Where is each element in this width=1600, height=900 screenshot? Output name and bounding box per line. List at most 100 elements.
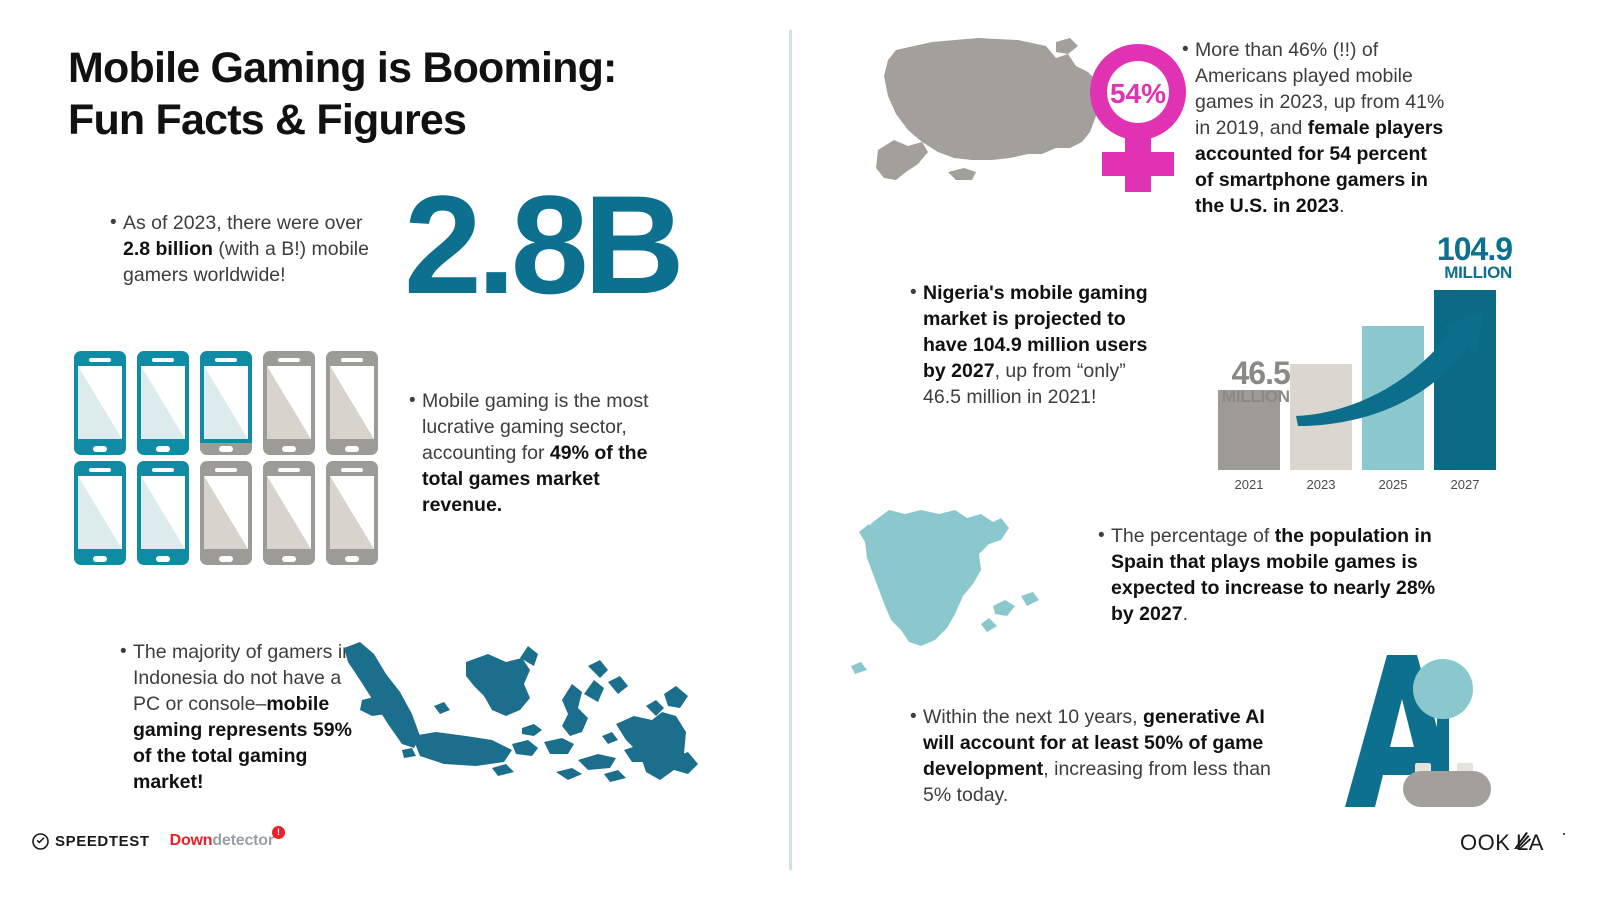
fact-indonesia-text: The majority of gamers in Indonesia do n… (120, 640, 365, 796)
big-number-2-8b: 2.8B (404, 166, 685, 323)
chart-bar-wrapper (1218, 280, 1280, 470)
chart-bar-2025 (1362, 325, 1424, 470)
chart-x-axis-labels: 2021 2023 2025 2027 (1218, 477, 1508, 492)
phone-screen (141, 476, 185, 549)
phone-speaker-icon (89, 358, 111, 362)
phone-screen (141, 366, 185, 439)
usa-map (876, 38, 1104, 180)
phone-home-button-icon (345, 555, 359, 562)
indonesia-map (344, 642, 698, 782)
chart-xlabel-1: 2023 (1306, 477, 1336, 492)
phone-icon (326, 351, 378, 455)
phone-grid-49-percent (74, 351, 379, 573)
phone-screen (267, 476, 311, 549)
phone-icon (74, 351, 126, 455)
fact-nigeria-bold: Nigeria's mobile gaming market is projec… (923, 282, 1148, 382)
fact-generative-ai: • Within the next 10 years, generative A… (910, 705, 1300, 809)
phone-home-button-icon (93, 445, 107, 452)
phone-icon (137, 461, 189, 565)
chart-annotation-2021-value: 46.5 (1231, 355, 1291, 391)
phone-speaker-icon (278, 468, 300, 472)
chart-annotation-2027-unit: MILLION (1444, 263, 1512, 283)
phone-icon (200, 461, 252, 565)
fact-gamers-post: (with a B!) mobile gamers worldwide! (123, 237, 369, 286)
chart-bar-wrapper (1362, 280, 1424, 470)
column-divider (789, 30, 792, 870)
fact-spain-pre: The percentage of (1111, 525, 1275, 547)
phone-home-button-icon (156, 445, 170, 452)
phone-home-button-icon (345, 445, 359, 452)
fact-spain-text: The percentage of the population in Spai… (1098, 524, 1446, 628)
speedtest-wordmark: SPEEDTEST (55, 832, 150, 850)
chart-xlabel-3: 2027 (1450, 477, 1480, 492)
phone-home-button-icon (282, 555, 296, 562)
fact-americans-post: . (1339, 194, 1345, 217)
fact-revenue-pre: Mobile gaming is the most lucrative gami… (422, 390, 649, 464)
bullet-dot: • (1182, 39, 1189, 60)
bullet-dot: • (910, 282, 917, 303)
phone-icon (74, 461, 126, 565)
phone-home-button-icon (93, 555, 107, 562)
fact-ai-pre: Within the next 10 years, (923, 706, 1144, 728)
bullet-dot: • (910, 706, 917, 727)
svg-text:OOK: OOK (1460, 830, 1510, 855)
spain-map (851, 510, 1039, 674)
chart-annotation-2021-unit: MILLION (1222, 387, 1290, 407)
fact-ai-post: , increasing from less than 5% today. (923, 757, 1271, 806)
fact-american-players: • More than 46% (!!) of Americans played… (1182, 38, 1447, 219)
fact-nigeria-text: Nigeria's mobile gaming market is projec… (910, 281, 1168, 411)
chart-annotation-2021: 46.5 MILLION (1222, 355, 1291, 407)
bullet-dot: • (409, 390, 416, 411)
fact-indonesia: • The majority of gamers in Indonesia do… (120, 640, 365, 796)
fact-nigeria-post: , up from “only” 46.5 million in 2021! (923, 359, 1126, 408)
ookla-logo: OOK LA (1460, 828, 1568, 863)
fact-spain-post: . (1182, 602, 1188, 625)
phone-speaker-icon (152, 358, 174, 362)
phone-speaker-icon (341, 468, 363, 472)
bullet-dot: • (1098, 525, 1105, 546)
phone-icon-partial (200, 351, 252, 455)
fact-gamers-bold: 2.8 billion (123, 237, 213, 260)
fact-revenue-share: • Mobile gaming is the most lucrative ga… (409, 389, 674, 519)
ai-joystick-logo-icon (1345, 655, 1491, 807)
chart-bar-wrapper (1434, 280, 1496, 470)
phone-icon (263, 351, 315, 455)
joystick-base (1403, 771, 1491, 807)
joystick-stem (1437, 707, 1449, 777)
footer-logos-left: SPEEDTEST Downdetector ! (32, 826, 285, 850)
chart-bar-2027 (1434, 289, 1496, 470)
fact-americans-bold: female players accounted for 54 percent … (1195, 116, 1444, 217)
fact-gamers-pre: As of 2023, there were over (123, 212, 363, 234)
headline-line-1: Mobile Gaming is Booming: (68, 44, 617, 92)
fact-revenue-bold: 49% of the total games market revenue. (422, 441, 648, 516)
phone-screen (267, 366, 311, 439)
fact-generative-ai-text: Within the next 10 years, generative AI … (910, 705, 1300, 809)
phone-screen (330, 366, 374, 439)
downdetector-word-detector: detector (212, 832, 274, 849)
phone-speaker-icon (341, 358, 363, 362)
phone-speaker-icon (89, 468, 111, 472)
phone-screen (78, 366, 122, 439)
joystick-ball (1413, 659, 1473, 719)
downdetector-logo: Downdetector ! (170, 826, 285, 850)
fact-spain: • The percentage of the population in Sp… (1098, 524, 1446, 628)
speedtest-gauge-icon (32, 832, 49, 850)
chart-bar-2021 (1218, 390, 1280, 470)
chart-bar-wrapper (1290, 280, 1352, 470)
phone-screen (78, 476, 122, 549)
phone-icon (137, 351, 189, 455)
phone-screen (204, 366, 248, 439)
fact-indonesia-pre: The majority of gamers in Indonesia do n… (133, 641, 353, 715)
chart-xlabel-0: 2021 (1234, 477, 1264, 492)
downdetector-alert-badge-icon: ! (271, 826, 285, 839)
phone-speaker-icon (152, 468, 174, 472)
phone-screen (330, 476, 374, 549)
chart-bar-2023 (1290, 363, 1352, 470)
fact-spain-bold: the population in Spain that plays mobil… (1111, 525, 1436, 625)
nigeria-bar-chart: 2021 2023 2025 2027 46.5 MILLION 104.9 M… (1218, 233, 1513, 492)
phone-speaker-icon (278, 358, 300, 362)
female-badge-percent: 54% (1110, 78, 1166, 109)
ookla-wordmark-icon: OOK LA (1460, 830, 1565, 855)
headline-line-2: Fun Facts & Figures (68, 96, 467, 145)
